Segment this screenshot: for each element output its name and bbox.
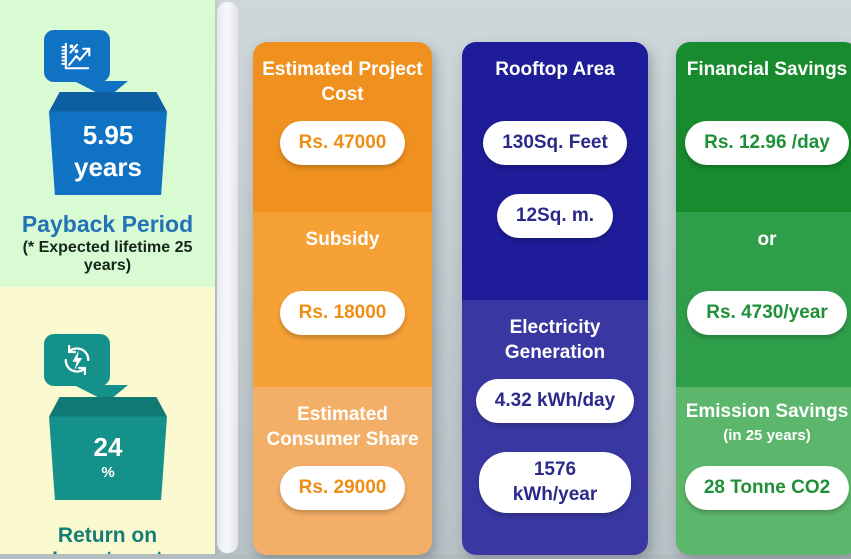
project-cost-section: Estimated Project Cost Rs. 47000 [253, 42, 432, 212]
section-heading: or [757, 229, 777, 250]
roi-panel: 24% Return on Investment [0, 287, 215, 559]
rooftop-area-card: Rooftop Area 130Sq. Feet 12Sq. m. Electr… [462, 42, 648, 555]
section-heading: Estimated Project Cost [262, 59, 423, 106]
value-pill: 130Sq. Feet [483, 121, 627, 165]
vertical-scrollbar[interactable] [217, 2, 238, 553]
section-heading: Estimated Consumer Share [266, 404, 419, 451]
value-pill: 1576 kWh/year [479, 452, 631, 514]
section-heading: Subsidy [305, 229, 380, 250]
section-heading: Financial Savings [686, 59, 848, 80]
section-heading: Rooftop Area [495, 59, 615, 80]
yearly-savings-section: or Rs. 4730/year [676, 212, 851, 387]
payback-unit: years [74, 152, 142, 182]
value-pill: 4.32 kWh/day [475, 379, 635, 423]
payback-note: (* Expected lifetime 25 years) [22, 239, 193, 274]
roi-label: Return on Investment [52, 524, 163, 559]
emission-savings-section: Emission Savings (in 25 years) 28 Tonne … [676, 387, 851, 555]
horizontal-scrollbar[interactable] [0, 554, 851, 559]
roi-value-box: 24% [49, 397, 167, 500]
value-pill: 12Sq. m. [496, 194, 614, 238]
section-heading: Emission Savings [685, 401, 849, 422]
value-pill: 28 Tonne CO2 [684, 466, 850, 510]
savings-card: Financial Savings Rs. 12.96 /day or Rs. … [676, 42, 851, 555]
rooftop-area-section: Rooftop Area 130Sq. Feet 12Sq. m. [462, 42, 648, 300]
section-heading: Electricity Generation [504, 317, 606, 364]
roi-unit: % [101, 463, 115, 481]
energy-cycle-icon [44, 334, 110, 386]
project-cost-card: Estimated Project Cost Rs. 47000 Subsidy… [253, 42, 432, 555]
value-pill: Rs. 18000 [279, 291, 406, 335]
value-pill: Rs. 47000 [279, 121, 406, 165]
payback-value: 5.95 [82, 120, 134, 151]
section-subheading: (in 25 years) [723, 427, 811, 444]
payback-panel: 5.95 years Payback Period (* Expected li… [0, 0, 215, 287]
electricity-generation-section: Electricity Generation 4.32 kWh/day 1576… [462, 300, 648, 555]
roi-value: 24 [93, 432, 123, 463]
subsidy-section: Subsidy Rs. 18000 [253, 212, 432, 387]
financial-savings-section: Financial Savings Rs. 12.96 /day [676, 42, 851, 212]
payback-label: Payback Period [21, 211, 194, 237]
value-pill: Rs. 12.96 /day [685, 121, 849, 165]
summary-sidebar: 5.95 years Payback Period (* Expected li… [0, 0, 215, 559]
growth-chart-icon [44, 30, 110, 82]
consumer-share-section: Estimated Consumer Share Rs. 29000 [253, 387, 432, 555]
value-pill: Rs. 4730/year [687, 291, 847, 335]
payback-value-box: 5.95 years [49, 92, 167, 195]
value-pill: Rs. 29000 [279, 466, 406, 510]
